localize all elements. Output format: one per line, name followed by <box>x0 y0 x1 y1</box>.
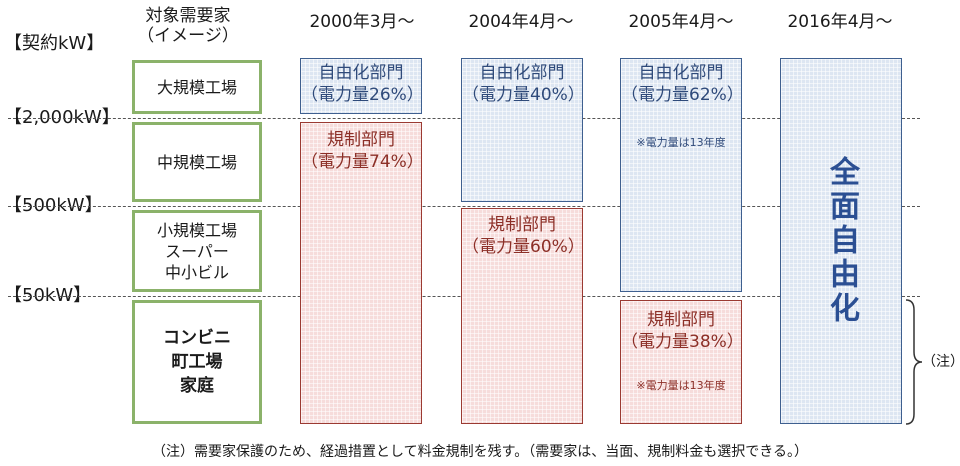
threshold-50kw: 【50kW】 <box>4 285 92 306</box>
category-household: コンビニ 町工場 家庭 <box>132 300 262 424</box>
block-2005-liberalized: 自由化部門 （電力量62%） ※電力量は13年度 <box>620 58 744 292</box>
period-2016: 2016年4月～ <box>787 12 893 32</box>
threshold-500kw: 【500kW】 <box>4 195 103 216</box>
block-note: ※電力量は13年度 <box>636 379 726 392</box>
axis-label: 【契約kW】 <box>4 33 105 54</box>
block-note: ※電力量は13年度 <box>636 136 726 149</box>
period-2005: 2005年4月～ <box>628 12 734 32</box>
period-2000: 2000年3月～ <box>309 12 415 32</box>
footer-note: （注）需要家保護のため、経過措置として料金規制を残す。（需要家は、当面、規制料金… <box>152 444 808 460</box>
block-share: （電力量60%） <box>462 237 585 257</box>
block-title: 規制部門 <box>488 215 556 235</box>
block-2005-regulated: 規制部門 （電力量38%） ※電力量は13年度 <box>620 300 744 424</box>
block-share: （電力量40%） <box>462 85 585 105</box>
block-share: （電力量26%） <box>301 85 424 105</box>
category-header: 対象需要家 （イメージ） <box>137 6 239 46</box>
threshold-2000kw: 【2,000kW】 <box>4 107 120 128</box>
block-share: （電力量74%） <box>301 152 424 172</box>
block-2000-regulated: 規制部門 （電力量74%） <box>300 122 424 424</box>
category-medium-factory: 中規模工場 <box>132 122 262 202</box>
block-2016-full-liberalization: 全面自由化 <box>780 58 902 424</box>
block-title: 規制部門 <box>327 130 395 150</box>
category-small-factory: 小規模工場 スーパー 中小ビル <box>132 210 262 292</box>
period-2004: 2004年4月～ <box>468 12 574 32</box>
block-title: 自由化部門 <box>318 63 404 83</box>
block-title: 自由化部門 <box>638 63 724 83</box>
block-2000-liberalized: 自由化部門 （電力量26%） <box>300 58 424 114</box>
brace-icon <box>905 299 923 425</box>
block-title: 規制部門 <box>647 310 715 330</box>
block-2004-liberalized: 自由化部門 （電力量40%） <box>461 58 585 202</box>
category-large-factory: 大規模工場 <box>132 60 262 114</box>
block-share: （電力量38%） <box>621 332 744 352</box>
block-2004-regulated: 規制部門 （電力量60%） <box>461 208 585 424</box>
full-liberalization-label: 全面自由化 <box>824 156 859 326</box>
block-share: （電力量62%） <box>621 85 744 105</box>
dashed-line-500kw <box>8 206 920 207</box>
brace-note: （注） <box>922 354 960 370</box>
block-title: 自由化部門 <box>479 63 565 83</box>
